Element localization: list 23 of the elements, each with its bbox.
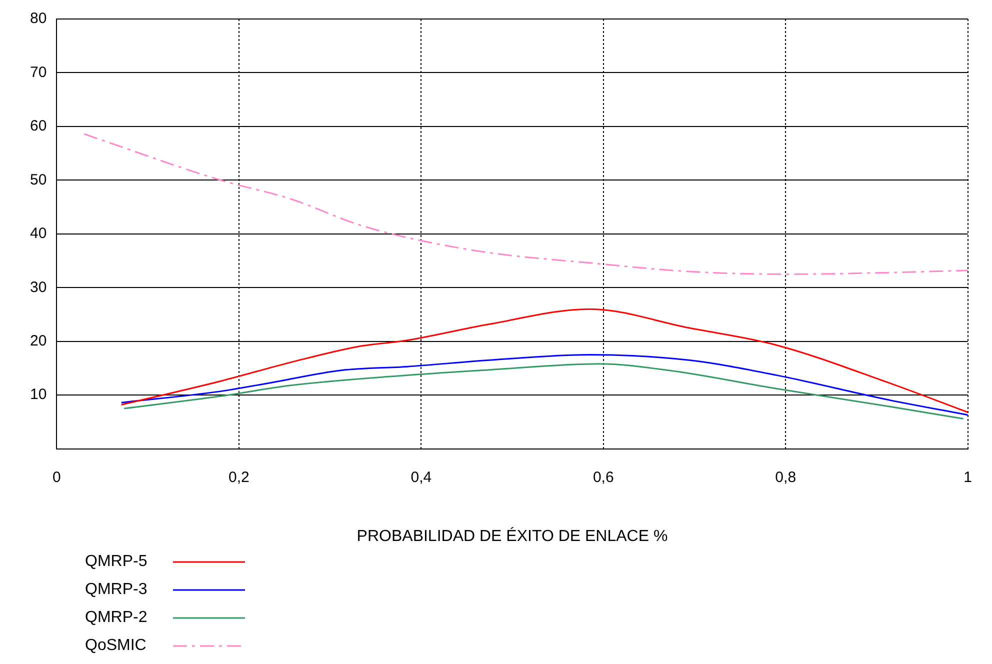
x-tick-label: 0,4: [410, 468, 432, 486]
line-series: [120, 354, 968, 416]
y-tick-label: 20: [30, 332, 47, 350]
legend-label: QMRP-3: [85, 581, 148, 599]
x-tick-label: 0,2: [228, 468, 250, 486]
line-series: [123, 363, 964, 420]
x-tick-label: 0,6: [592, 468, 614, 486]
x-tick-label: 0: [52, 468, 61, 486]
line-series: [120, 308, 968, 414]
y-tick-label: 40: [30, 225, 47, 242]
y-tick-label: 10: [30, 386, 47, 404]
y-tick-label: 30: [30, 278, 47, 296]
y-tick-label: 50: [30, 171, 47, 188]
legend-label: QoSMIC: [85, 637, 148, 655]
y-tick-label: 60: [30, 118, 47, 135]
x-tick-label: 1: [964, 468, 972, 486]
line-series: [83, 133, 968, 275]
x-tick-label: 0,8: [775, 468, 796, 486]
legend-label: QMRP-5: [85, 553, 148, 571]
y-tick-label: 80: [30, 10, 47, 28]
x-axis-title: PROBABILIDAD DE ÉXITO DE ENLACE %: [356, 526, 668, 545]
y-tick-label: 70: [30, 64, 47, 81]
legend-label: QMRP-2: [85, 609, 148, 627]
